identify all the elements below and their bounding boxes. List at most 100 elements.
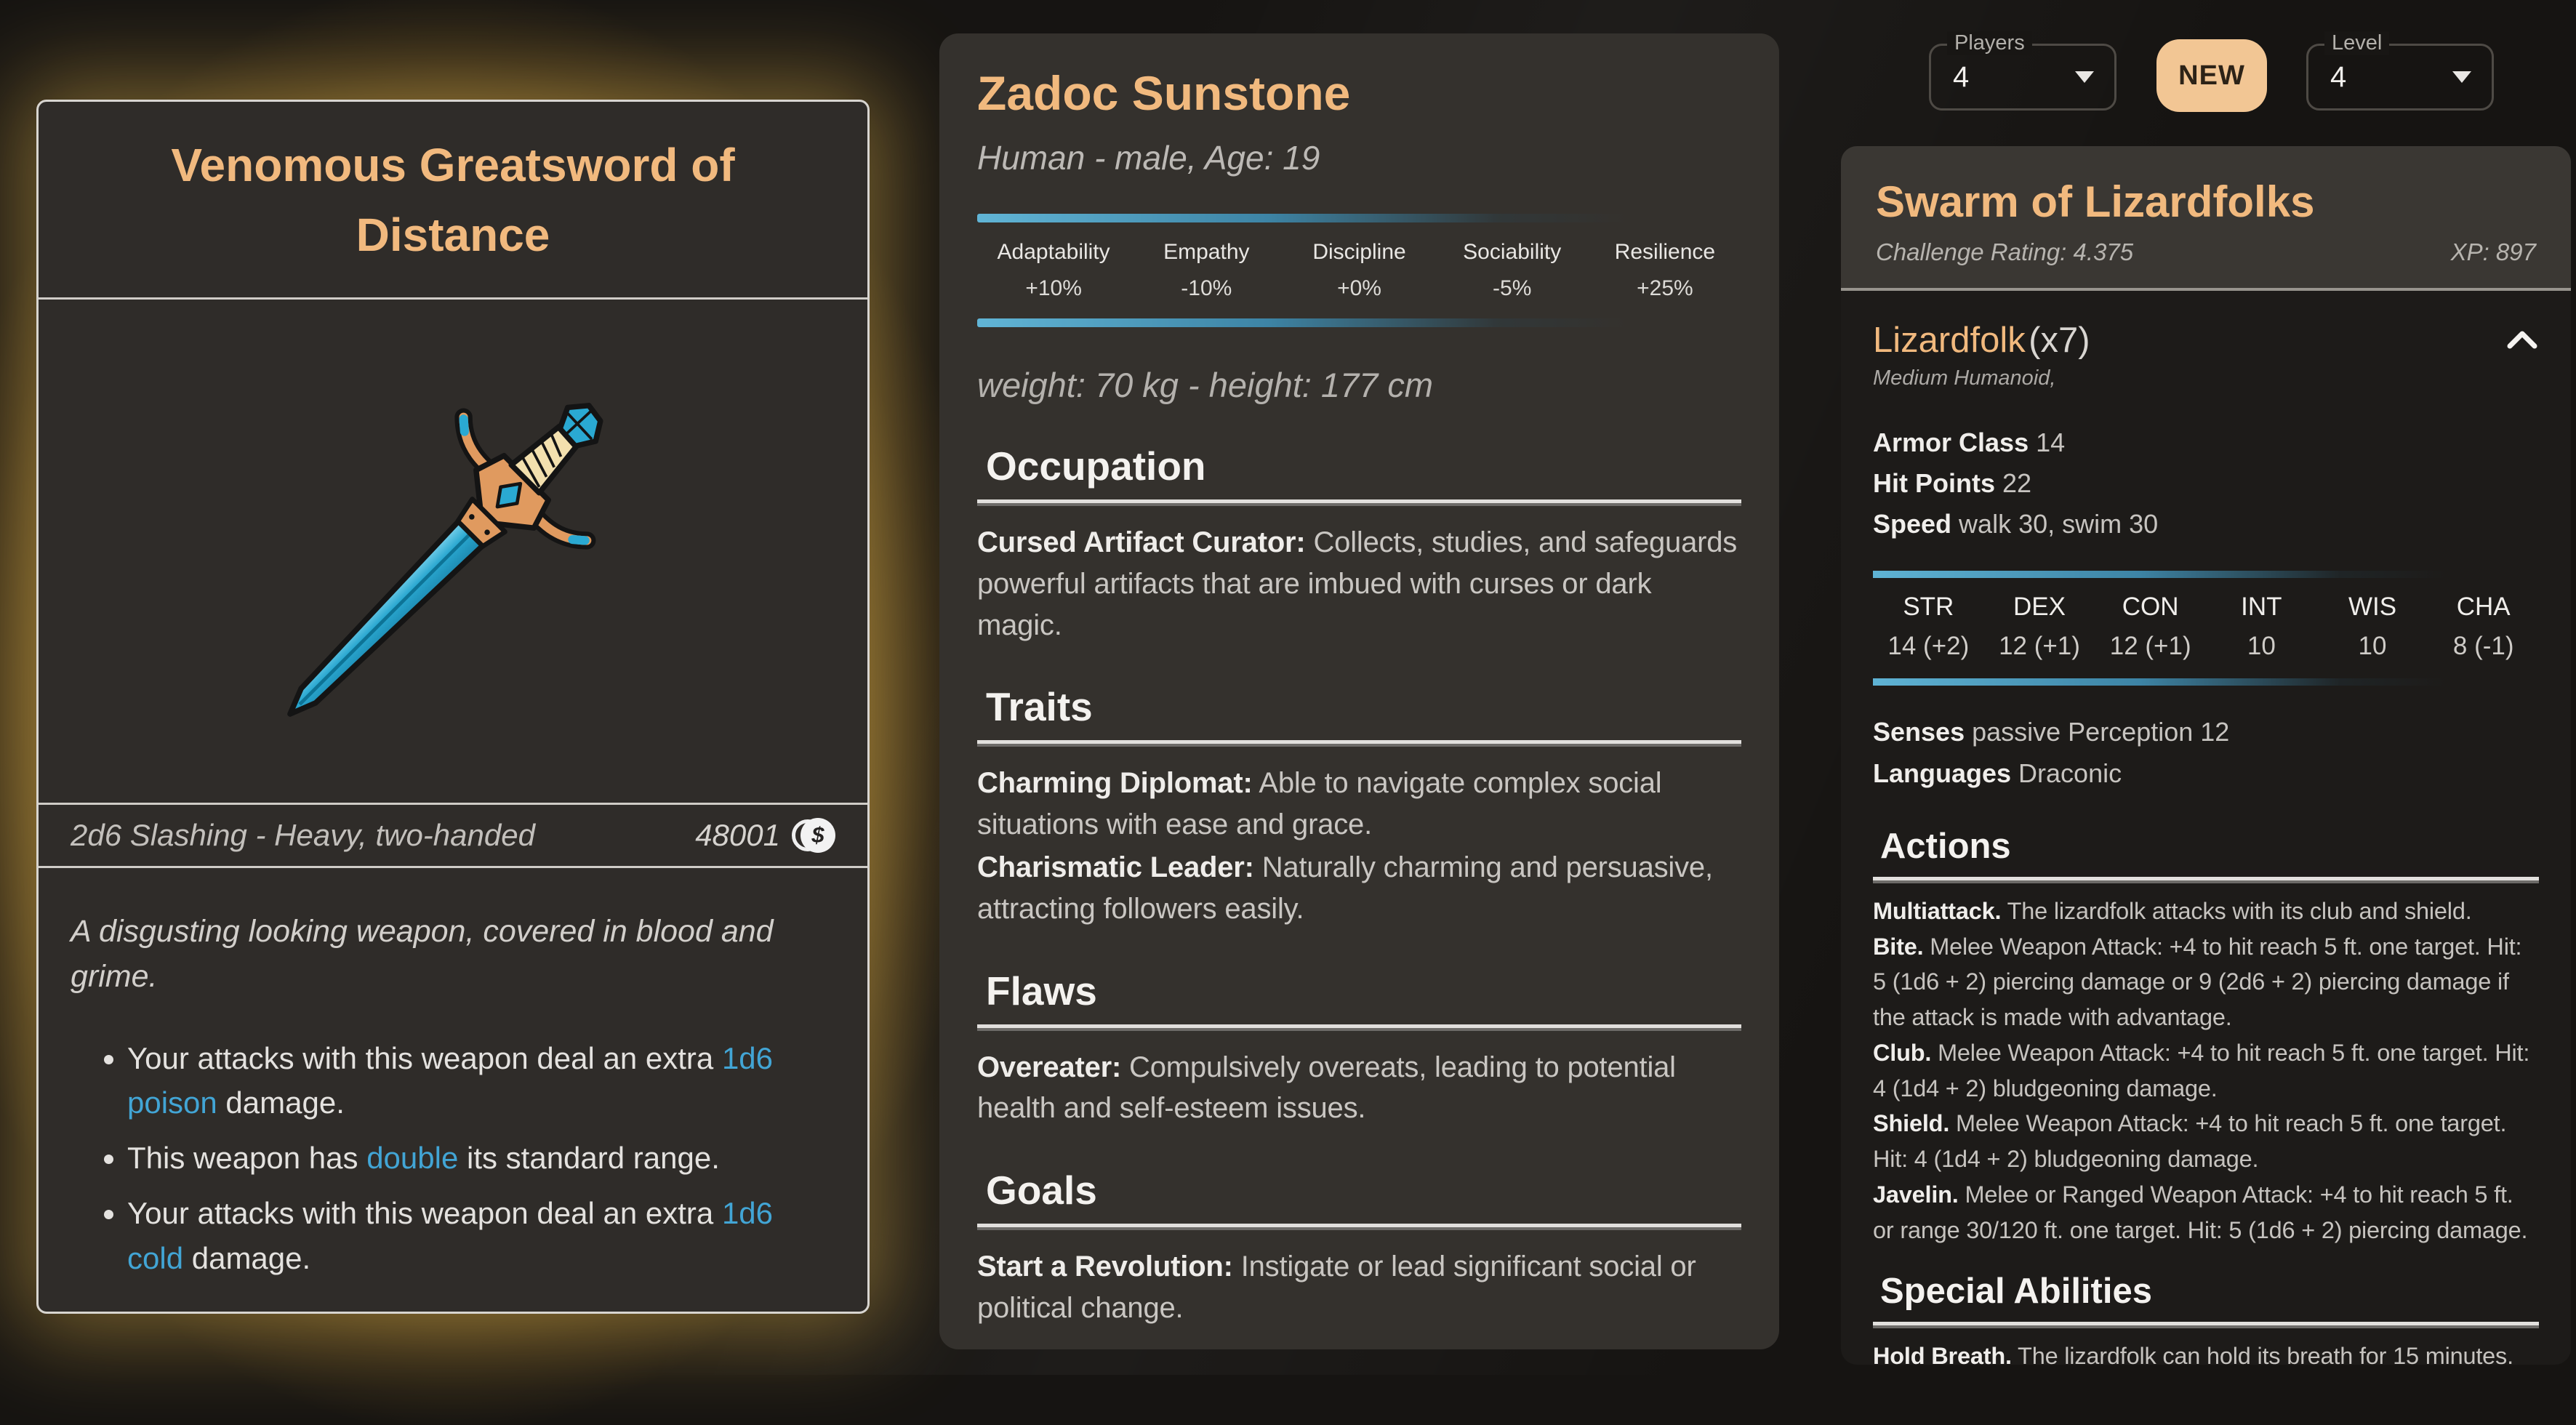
monster-name[interactable]: Lizardfolk: [1873, 321, 2026, 360]
character-card: Zadoc Sunstone Human - male, Age: 19 Ada…: [939, 33, 1779, 1349]
trait-empathy: Empathy -10%: [1130, 240, 1283, 301]
weapon-description: A disgusting looking weapon, covered in …: [71, 914, 774, 995]
property-link[interactable]: 1d6 cold: [127, 1195, 774, 1275]
ability-name: CHA: [2456, 593, 2511, 622]
monster-title-group: Lizardfolk (x7) Medium Humanoid,: [1873, 320, 2090, 390]
trait-discipline: Discipline +0%: [1283, 240, 1435, 301]
senses-line: Senses passive Perception 12: [1873, 712, 2539, 752]
special-text: The lizardfolk can hold its breath for 1…: [2011, 1343, 2513, 1365]
property-text: damage.: [217, 1085, 345, 1120]
property-link[interactable]: 1d6 poison: [127, 1040, 774, 1120]
entry-lead: Charming Diplomat:: [977, 767, 1253, 800]
armor-class-line: Armor Class 14: [1873, 422, 2539, 463]
action-lead: Javelin.: [1873, 1181, 1959, 1208]
action-lead: Bite.: [1873, 933, 1924, 960]
ability-value: 14 (+2): [1887, 632, 1970, 661]
new-button[interactable]: NEW: [2156, 39, 2267, 112]
abilities-divider-bar-bottom: [1873, 678, 2539, 686]
entry-lead: Overeater:: [977, 1051, 1122, 1083]
weapon-price-value: 48001: [695, 818, 780, 852]
players-select[interactable]: Players 4: [1929, 31, 2116, 111]
special-abilities-title: Special Abilities: [1880, 1272, 2152, 1312]
ability-wis: WIS 10: [2317, 593, 2428, 661]
level-select-value: 4: [2330, 60, 2347, 93]
monster-statlines: Armor Class 14 Hit Points 22 Speed walk …: [1873, 422, 2539, 545]
section-title: Traits: [986, 684, 1093, 730]
trait-value: -5%: [1493, 276, 1532, 300]
ability-name: CON: [2122, 593, 2179, 622]
ability-name: DEX: [2013, 593, 2066, 622]
action-lead: Multiattack.: [1873, 897, 2002, 924]
coin-icon: $: [792, 818, 835, 853]
stat-value: 14: [2029, 428, 2066, 457]
trait-label: Discipline: [1312, 240, 1406, 264]
trait-value: +10%: [1025, 276, 1082, 300]
stat-label: Hit Points: [1873, 468, 1995, 499]
entry-lead: Charismatic Leader:: [977, 851, 1254, 883]
weapon-title: Venomous Greatsword of Distance: [171, 138, 735, 261]
level-select[interactable]: Level 4: [2306, 31, 2494, 111]
action-javelin: Javelin. Melee or Ranged Weapon Attack: …: [1873, 1177, 2539, 1248]
players-select-label: Players: [1947, 31, 2032, 55]
special-hold-breath: Hold Breath. The lizardfolk can hold its…: [1873, 1338, 2539, 1365]
action-lead: Club.: [1873, 1039, 1932, 1066]
ability-dex: DEX 12 (+1): [1984, 593, 2095, 661]
action-bite: Bite. Melee Weapon Attack: +4 to hit rea…: [1873, 929, 2539, 1035]
actions-title: Actions: [1880, 826, 2011, 866]
monster-header-row[interactable]: Lizardfolk (x7) Medium Humanoid,: [1873, 320, 2539, 390]
ability-value: 10: [2358, 632, 2387, 661]
section-divider: [977, 499, 1741, 506]
ability-name: INT: [2241, 593, 2282, 622]
stat-value: passive Perception 12: [1965, 717, 2230, 747]
weapon-description-block: A disgusting looking weapon, covered in …: [39, 868, 867, 1290]
players-select-value: 4: [1953, 60, 1970, 93]
ability-name: WIS: [2348, 593, 2397, 622]
section-entry: Start a Revolution: Instigate or lead si…: [977, 1246, 1741, 1329]
ability-str: STR 14 (+2): [1873, 593, 1984, 661]
encounter-panel: Swarm of Lizardfolks Challenge Rating: 4…: [1841, 146, 2571, 1365]
weapon-card: Venomous Greatsword of Distance: [36, 100, 870, 1314]
property-link[interactable]: double: [366, 1141, 459, 1176]
level-select-label: Level: [2324, 31, 2390, 55]
challenge-rating: Challenge Rating: 4.375: [1876, 238, 2134, 265]
entry-text: Naturally charming and persuasive, attra…: [977, 851, 1713, 925]
collapse-button[interactable]: [2505, 329, 2539, 353]
section-goals: Goals Start a Revolution: Instigate or l…: [977, 1167, 1741, 1329]
greatsword-illustration: [287, 403, 603, 717]
ability-int: INT 10: [2206, 593, 2317, 661]
hit-points-line: Hit Points 22: [1873, 463, 2539, 504]
chevron-up-icon: [2507, 331, 2537, 349]
ability-name: STR: [1903, 593, 1954, 622]
trait-label: Resilience: [1614, 240, 1716, 264]
section-divider: [977, 1024, 1741, 1031]
weapon-image-area: [39, 300, 867, 803]
traits-divider-bar-bottom: [977, 318, 1741, 327]
trait-label: Empathy: [1163, 240, 1250, 264]
entry-text: Instigate or lead significant social or …: [977, 1251, 1696, 1324]
character-body-line: weight: 70 kg - height: 177 cm: [977, 366, 1434, 404]
entry-lead: Start a Revolution:: [977, 1251, 1233, 1283]
monster-meta: Medium Humanoid,: [1873, 366, 2056, 390]
trait-value: +25%: [1637, 276, 1693, 300]
senses-block: Senses passive Perception 12 Languages D…: [1873, 712, 2539, 793]
trait-adaptability: Adaptability +10%: [977, 240, 1130, 301]
action-shield: Shield. Melee Weapon Attack: +4 to hit r…: [1873, 1106, 2539, 1177]
action-text: Melee Weapon Attack: +4 to hit reach 5 f…: [1873, 1110, 2507, 1173]
weapon-stats-row: 2d6 Slashing - Heavy, two-handed 48001 $: [39, 803, 867, 868]
stat-label: Senses: [1873, 717, 1965, 747]
action-text: The lizardfolk attacks with its club and…: [2001, 897, 2472, 924]
character-name: Zadoc Sunstone: [977, 66, 1351, 120]
action-lead: Shield.: [1873, 1110, 1950, 1137]
section-entry: Cursed Artifact Curator: Collects, studi…: [977, 522, 1741, 646]
weapon-property-item: Your attacks with this weapon deal an ex…: [127, 1036, 835, 1125]
weapon-price: 48001 $: [695, 818, 835, 853]
section-flaws: Flaws Overeater: Compulsively overeats, …: [977, 968, 1741, 1130]
special-lead: Hold Breath.: [1873, 1343, 2012, 1365]
stat-label: Armor Class: [1873, 428, 2029, 457]
chevron-down-icon: [2075, 71, 2094, 83]
stat-label: Speed: [1873, 509, 1952, 539]
chevron-down-icon: [2452, 71, 2471, 83]
special-abilities-divider: [1873, 1322, 2539, 1329]
action-text: Melee Weapon Attack: +4 to hit reach 5 f…: [1873, 1039, 2530, 1101]
property-text: Your attacks with this weapon deal an ex…: [127, 1195, 722, 1230]
